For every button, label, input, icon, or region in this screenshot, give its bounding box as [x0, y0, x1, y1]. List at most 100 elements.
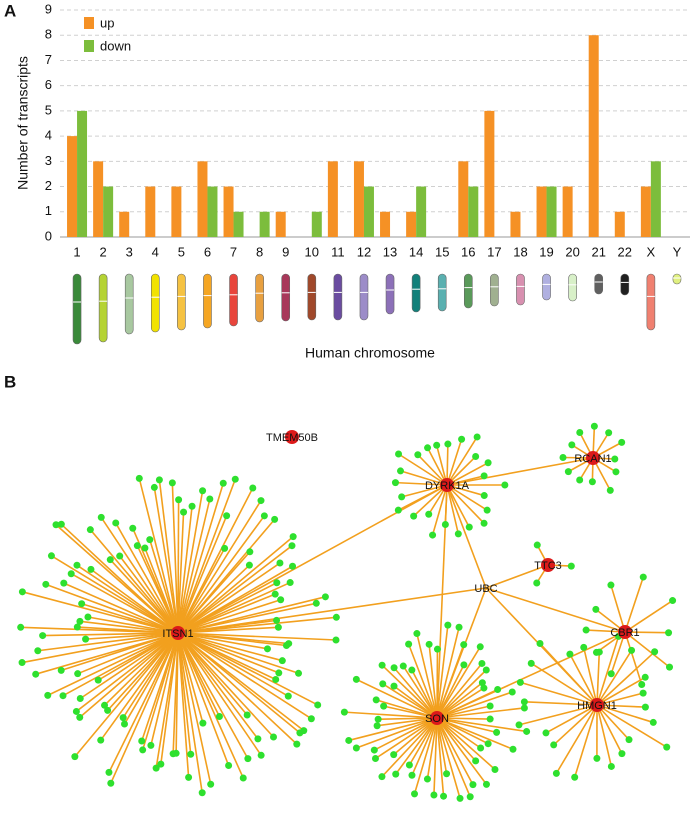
gene-node	[121, 720, 129, 728]
edge	[177, 551, 251, 634]
gene-node	[32, 670, 40, 678]
edge	[411, 717, 438, 776]
x-tick-label: 13	[383, 244, 397, 259]
gene-node	[34, 647, 42, 655]
gene-node	[607, 581, 615, 589]
gene-node	[411, 790, 419, 798]
bar	[327, 161, 338, 237]
edge	[122, 632, 179, 719]
node-label: SON	[425, 713, 449, 725]
gene-node	[106, 556, 114, 564]
gene-node	[370, 746, 378, 754]
legend-label: up	[100, 15, 114, 30]
gene-node	[666, 663, 674, 671]
gene-node	[276, 559, 284, 567]
node-label: RCAN1	[574, 453, 611, 465]
edge	[177, 593, 276, 634]
x-tick-label: 6	[204, 244, 211, 259]
gene-node	[482, 666, 490, 674]
edge	[375, 717, 438, 760]
edge	[177, 545, 293, 634]
gene-node	[440, 792, 448, 800]
gene-node	[60, 579, 68, 587]
gene-node	[84, 613, 92, 621]
gene-node	[542, 729, 550, 737]
edge	[413, 717, 438, 795]
edge	[400, 470, 448, 486]
gene-node	[76, 617, 84, 625]
gene-node	[374, 715, 382, 723]
edge	[177, 512, 185, 634]
x-tick-label: 19	[539, 244, 553, 259]
gene-node	[486, 702, 494, 710]
edge	[177, 564, 250, 634]
x-tick-label: 10	[305, 244, 319, 259]
edge	[436, 717, 527, 733]
edge	[582, 647, 598, 706]
edge	[402, 665, 438, 719]
gene-node	[71, 753, 79, 761]
gene-node	[482, 780, 490, 788]
gene-node	[321, 593, 329, 601]
bar	[353, 161, 364, 237]
x-tick-label: 21	[591, 244, 605, 259]
gene-node	[663, 743, 671, 751]
edge	[177, 632, 212, 785]
gene-node	[206, 495, 214, 503]
chromosome-ideogram	[359, 273, 369, 321]
edge	[75, 632, 179, 713]
edge	[172, 632, 179, 754]
edge	[70, 573, 179, 634]
gene-node	[105, 768, 113, 776]
y-axis-title: Number of transcripts	[15, 56, 31, 190]
edge	[177, 500, 262, 634]
edge	[177, 484, 448, 634]
chromosome-ideogram	[333, 273, 343, 321]
edge	[60, 523, 179, 634]
gene-node	[550, 741, 558, 749]
chromosome-ideogram	[490, 273, 499, 307]
gene-node	[44, 691, 52, 699]
gene-node	[231, 475, 239, 483]
edge	[177, 632, 287, 647]
gene-node	[480, 519, 488, 527]
edge	[518, 704, 598, 726]
hub-node	[430, 711, 444, 725]
bar	[67, 136, 78, 237]
gene-node	[133, 542, 141, 550]
edge	[79, 632, 179, 700]
edge	[446, 462, 489, 486]
chromosome-ideogram	[98, 273, 108, 343]
chromosome-ideogram	[411, 273, 421, 313]
edge	[436, 717, 474, 785]
edge	[177, 632, 204, 724]
gene-node	[433, 645, 441, 653]
chromosome-ideogram	[594, 273, 604, 295]
gene-node	[669, 597, 677, 605]
gene-node	[207, 780, 215, 788]
edge	[177, 562, 281, 634]
hub-node	[171, 626, 185, 640]
gene-node	[413, 630, 421, 638]
edge	[436, 717, 489, 745]
edge	[140, 632, 179, 742]
gene-node	[472, 453, 480, 461]
gene-node	[607, 670, 615, 678]
edge	[177, 602, 317, 634]
gene-node	[188, 502, 196, 510]
edge	[596, 704, 613, 767]
x-tick-label: 5	[178, 244, 185, 259]
edge	[348, 717, 438, 742]
gene-node	[239, 774, 247, 782]
edge	[177, 490, 204, 634]
gene-node	[414, 451, 422, 459]
gene-node	[391, 479, 399, 487]
edge	[144, 547, 179, 634]
edge	[436, 707, 525, 719]
edge	[177, 632, 230, 766]
edge	[177, 632, 298, 745]
edge	[177, 498, 211, 634]
x-tick-label: 1	[73, 244, 80, 259]
edge	[596, 704, 668, 748]
x-tick-label: 3	[126, 244, 133, 259]
